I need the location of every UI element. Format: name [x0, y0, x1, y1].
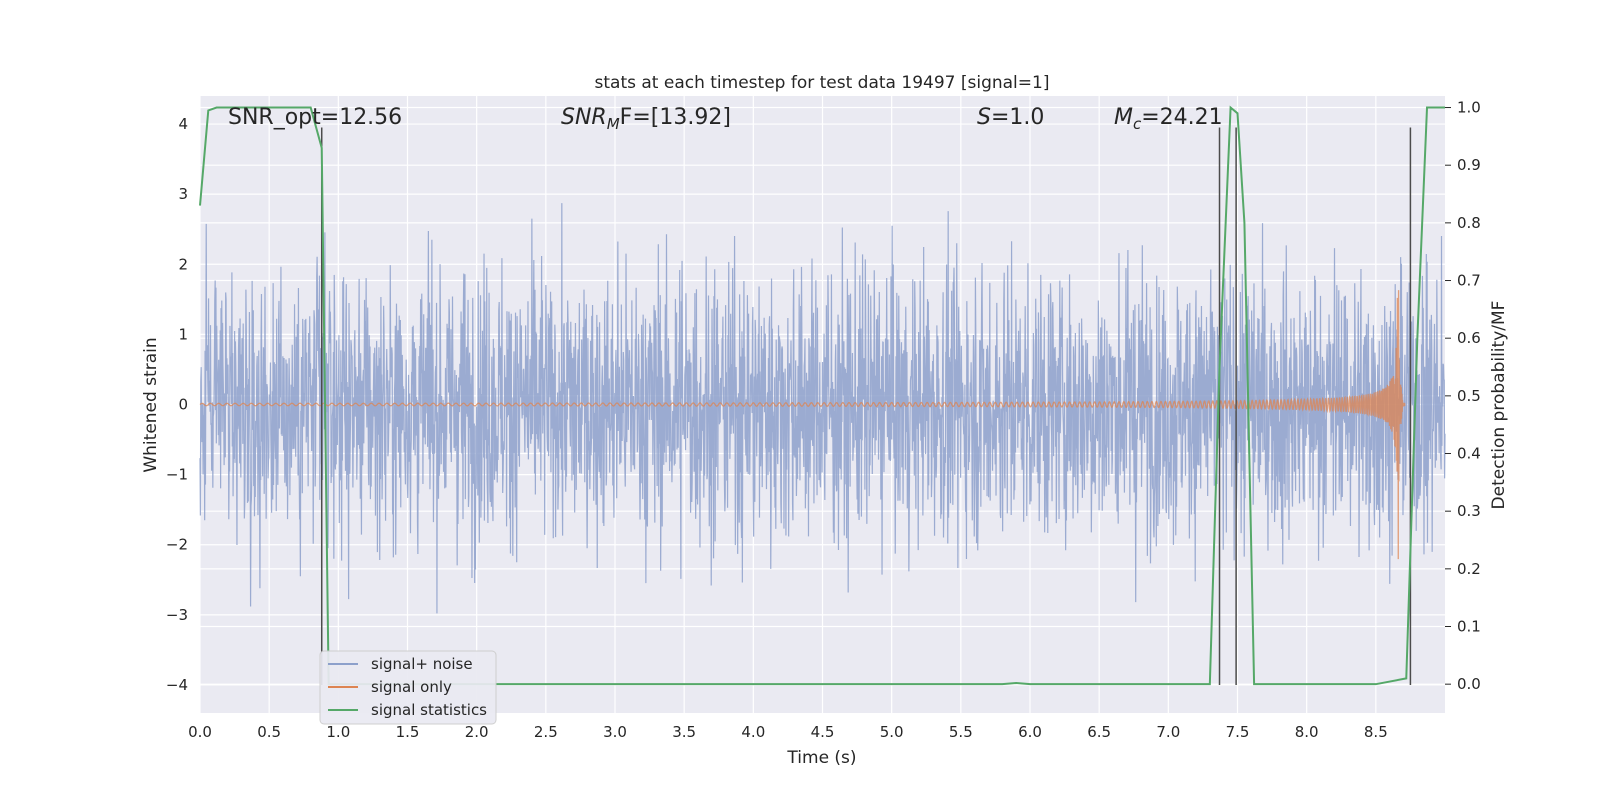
y-tick-label: −1: [166, 466, 188, 484]
x-tick-label: 0.0: [188, 723, 212, 741]
series-signal-only: [199, 290, 1406, 560]
y-tick-label: −2: [166, 536, 188, 554]
legend: signal+ noise signal only signal statist…: [319, 650, 497, 725]
y-right-tick-label: 0.5: [1457, 387, 1481, 405]
annotation-snr-opt: SNR_opt=12.56: [228, 105, 402, 130]
y-tick-label: −4: [166, 676, 188, 694]
y-axis-label: Whitened strain: [141, 337, 161, 472]
y-right-tick-label: 0.3: [1457, 502, 1481, 520]
annotation-mc: Mc=24.21: [1114, 105, 1223, 133]
x-tick-label: 6.5: [1087, 723, 1111, 741]
annotation-snr-mf: SNRMF=[13.92]: [561, 105, 731, 133]
y-right-tick-label: 0.2: [1457, 560, 1481, 578]
y-tick-label: −3: [166, 606, 188, 624]
x-tick-label: 7.5: [1226, 723, 1250, 741]
series-signal-statistics: [199, 105, 1445, 686]
y-right-tick-labels: 1.0 0.9 0.8 0.7 0.6 0.5 0.4 0.3 0.2 0.1 0.0: [1445, 99, 1481, 693]
stats-trace: [199, 105, 1445, 686]
legend-label-stats: signal statistics: [371, 701, 487, 719]
annotation-s: S=1.0: [977, 105, 1044, 130]
x-tick-label: 4.5: [811, 723, 835, 741]
y-tick-label: 0: [178, 396, 188, 414]
x-tick-label: 3.0: [603, 723, 627, 741]
y-right-tick-label: 0.1: [1457, 618, 1481, 636]
chart-title: stats at each timestep for test data 194…: [595, 73, 1050, 93]
y-right-tick-label: 0.6: [1457, 329, 1481, 347]
x-tick-label: 7.0: [1156, 723, 1180, 741]
y-right-tick-label: 1.0: [1457, 99, 1481, 117]
y-tick-label: 1: [178, 325, 188, 343]
x-tick-label: 0.5: [257, 723, 281, 741]
y-right-tick-label: 0.9: [1457, 156, 1481, 174]
legend-box: [319, 650, 497, 725]
x-tick-labels: 0.0 0.5 1.0 1.5 2.0 2.5 3.0 3.5 4.0 4.5 5.0 5.5 6.0 6…: [188, 723, 1388, 741]
y-tick-label: 2: [178, 255, 188, 273]
legend-label-noise: signal+ noise: [371, 655, 473, 673]
legend-label-signal: signal only: [371, 678, 452, 696]
y-tick-labels: 4 3 2 1 0 −1 −2 −3 −4: [166, 115, 188, 694]
x-tick-label: 2.5: [534, 723, 558, 741]
x-tick-label: 3.5: [672, 723, 696, 741]
y-right-tick-label: 0.4: [1457, 445, 1481, 463]
x-tick-label: 4.0: [741, 723, 765, 741]
x-tick-label: 8.0: [1295, 723, 1319, 741]
x-tick-label: 5.0: [880, 723, 904, 741]
signal-trace: [199, 290, 1406, 560]
x-axis-label: Time (s): [786, 748, 856, 768]
y-right-tick-label: 0.7: [1457, 272, 1481, 290]
series-signal-plus-noise: [199, 203, 1446, 614]
y-tick-label: 3: [178, 185, 188, 203]
y-right-tick-label: 0.8: [1457, 214, 1481, 232]
y-right-axis-label: Detection probability/MF: [1489, 301, 1509, 510]
x-tick-label: 1.5: [396, 723, 420, 741]
x-tick-label: 5.5: [949, 723, 973, 741]
x-tick-label: 2.0: [465, 723, 489, 741]
noise-trace: [199, 203, 1446, 614]
x-tick-label: 6.0: [1018, 723, 1042, 741]
y-tick-label: 4: [178, 115, 188, 133]
y-right-tick-label: 0.0: [1457, 675, 1481, 693]
x-tick-label: 1.0: [326, 723, 350, 741]
x-tick-label: 8.5: [1364, 723, 1388, 741]
